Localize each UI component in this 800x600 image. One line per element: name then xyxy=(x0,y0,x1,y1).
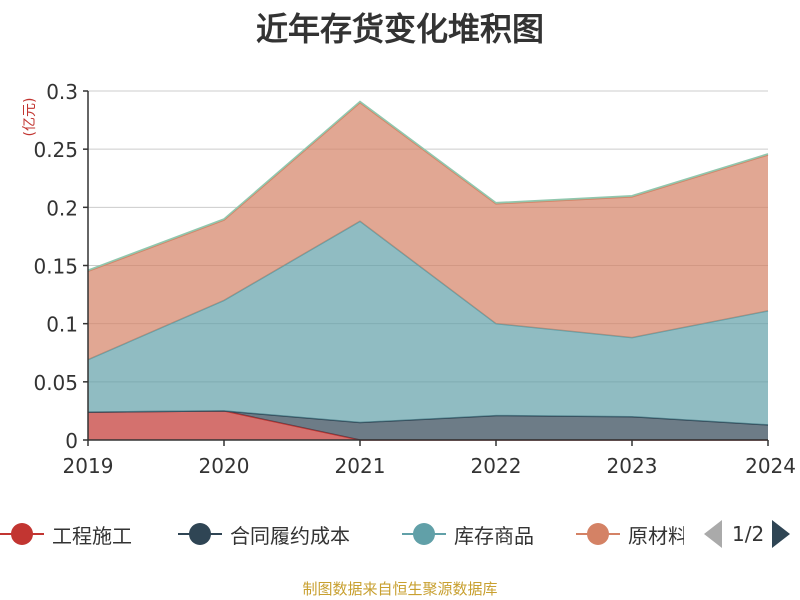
area-库存商品[interactable] xyxy=(88,221,768,425)
y-tick-label: 0.25 xyxy=(33,138,78,162)
legend-pager: 1/2 xyxy=(700,516,800,552)
y-tick-label: 0.1 xyxy=(46,313,78,337)
next-page-icon[interactable] xyxy=(772,520,791,548)
y-axis-label: (亿元) xyxy=(22,98,38,137)
prev-page-icon[interactable] xyxy=(704,520,722,548)
legend-label: 原材料 xyxy=(628,523,684,548)
legend-label: 合同履约成本 xyxy=(230,523,350,548)
legend-label: 工程施工 xyxy=(52,523,132,548)
x-tick-label: 2021 xyxy=(335,454,386,478)
y-tick-label: 0.05 xyxy=(33,371,78,395)
y-tick-label: 0.15 xyxy=(33,255,78,279)
x-tick-label: 2024 xyxy=(745,454,796,478)
legend-item-inventory-goods[interactable]: 库存商品 xyxy=(402,516,534,552)
chart-title: 近年存货变化堆积图 xyxy=(255,10,544,48)
legend-label: 库存商品 xyxy=(454,523,534,548)
legend-item-raw-materials[interactable]: 原材料 xyxy=(576,516,684,552)
legend: 工程施工 合同履约成本 库存商品 原材料 xyxy=(0,516,800,552)
axes: 0 0.05 0.1 0.15 0.2 0.25 0.3 2019 2020 2021 2022 20… xyxy=(33,80,796,478)
y-tick-label: 0.3 xyxy=(46,80,78,104)
area-合同履约成本[interactable] xyxy=(88,410,768,440)
legend-clip-region: 原材料 xyxy=(576,516,684,552)
x-tick-label: 2022 xyxy=(471,454,522,478)
x-tick-label: 2019 xyxy=(63,454,114,478)
x-tick-label: 2023 xyxy=(607,454,658,478)
area-series xyxy=(87,100,769,441)
y-tick-label: 0 xyxy=(65,429,78,453)
x-tick-label: 2020 xyxy=(199,454,250,478)
legend-item-engineering[interactable]: 工程施工 xyxy=(0,516,132,552)
source-note: 制图数据来自恒生聚源数据库 xyxy=(302,580,498,598)
legend-item-contract-cost[interactable]: 合同履约成本 xyxy=(178,516,350,552)
area-line-其他 xyxy=(87,100,769,271)
area-原材料[interactable] xyxy=(88,102,768,360)
y-tick-label: 0.2 xyxy=(46,196,78,220)
legend-page-indicator: 1/2 xyxy=(732,522,765,546)
